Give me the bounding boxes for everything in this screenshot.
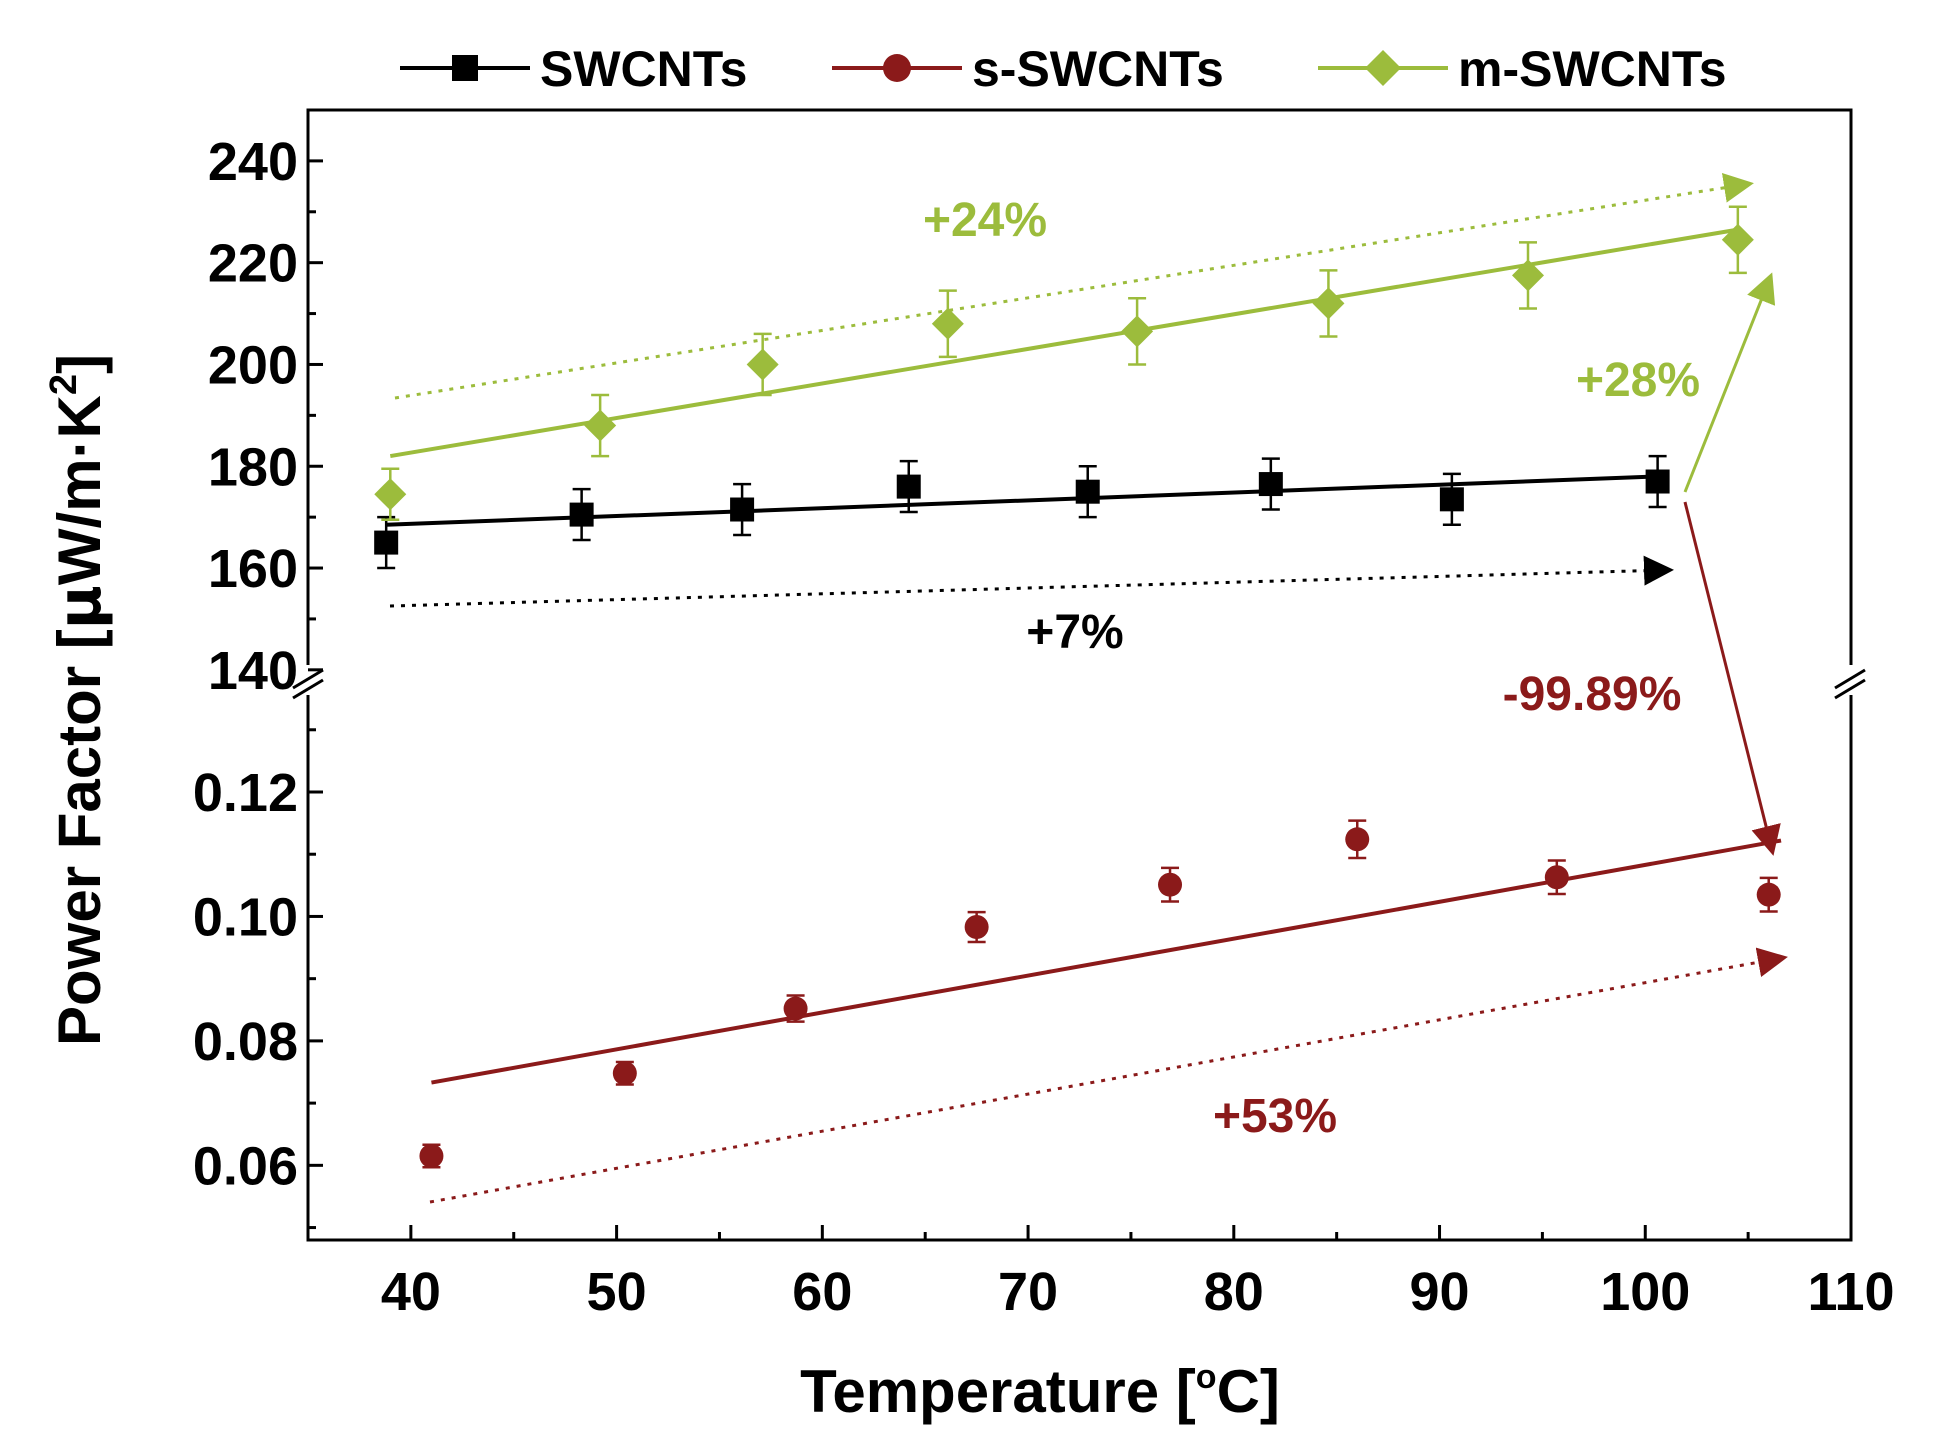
x-axis-ticks: 40 50 60 70 80 90 100 110 [306, 1225, 1895, 1322]
s-swcnts-point [1158, 872, 1183, 897]
y-axis-title-unit: W/m·K [46, 395, 113, 585]
y-axis-title-main: Power Factor [ [46, 629, 113, 1046]
y-axis-title-close: ] [46, 354, 113, 374]
y-lower-tick-label: 0.06 [193, 1136, 298, 1196]
x-axis-title-unit: C] [1217, 1358, 1280, 1425]
swcnts-fit-line [386, 474, 1658, 527]
y-axis-upper-ticks: 140 160 180 200 220 240 [208, 108, 323, 701]
y-axis-title: Power Factor [μW/m·K2] [43, 354, 115, 1046]
y-lower-tick-label: 0.08 [193, 1012, 298, 1072]
s-swcnts-point [964, 915, 989, 940]
x-axis-title: Temperature [oC] [800, 1358, 1280, 1425]
m-swcnts-point [746, 348, 779, 381]
y-axis-lower-ticks: 0.06 0.08 0.10 0.12 [193, 728, 323, 1230]
s-swcnts-point [1345, 827, 1370, 852]
x-tick-label: 110 [1807, 1262, 1894, 1322]
m-swcnts-point [1721, 223, 1754, 256]
y-upper-tick-label: 220 [208, 234, 298, 294]
data-points [374, 223, 1781, 1168]
m-swcnts-point [931, 307, 964, 340]
m-swcnts-point [374, 478, 407, 511]
axis-break [292, 665, 1866, 700]
x-tick-label: 70 [998, 1262, 1058, 1322]
s-swcnts-point [612, 1061, 637, 1086]
swcnts-point [730, 497, 755, 522]
y-lower-tick-label: 0.10 [193, 887, 298, 947]
s-swcnts-point [419, 1144, 444, 1168]
s-swcnts-trend-arrow [429, 947, 1788, 1204]
annotation-s-swcnts-plus-53: +53% [1213, 1090, 1337, 1143]
m-swcnts-point [1312, 287, 1345, 320]
m-swcnts-trend-arrow [394, 172, 1754, 400]
legend-swcnts-label: SWCNTs [540, 41, 747, 97]
s-swcnts-point [1756, 882, 1781, 907]
legend: SWCNTs s-SWCNTs m-SWCNTs [400, 41, 1727, 97]
annotation-s-swcnts-minus-99-89: -99.89% [1503, 668, 1682, 721]
swcnts-point [1258, 472, 1283, 497]
swcnts-point [1439, 487, 1464, 512]
swcnts-point [1645, 469, 1670, 494]
legend-swcnts-marker [452, 55, 478, 81]
y-lower-tick-label: 0.12 [193, 763, 298, 823]
annotations: +24% +28% +7% -99.89% +53% [923, 194, 1700, 1143]
x-tick-label: 60 [792, 1262, 852, 1322]
swcnts-trend-arrow [389, 555, 1674, 608]
legend-m-swcnts-marker [1365, 50, 1401, 86]
m-swcnts-fit-line [389, 227, 1739, 459]
swcnts-point [1075, 479, 1100, 504]
x-axis-title-main: Temperature [ [800, 1358, 1196, 1425]
annotation-m-swcnts-plus-28: +28% [1576, 354, 1700, 407]
y-upper-tick-label: 240 [208, 132, 298, 192]
trend-arrows [389, 172, 1788, 1204]
y-axis-title-superscript: 2 [43, 374, 85, 395]
y-upper-tick-label: 140 [208, 641, 298, 701]
x-tick-label: 90 [1409, 1262, 1469, 1322]
m-swcnts-point [1511, 259, 1544, 292]
s-swcnts-point [1544, 865, 1569, 890]
x-axis-title-degree: o [1196, 1358, 1217, 1396]
x-tick-label: 40 [381, 1262, 441, 1322]
swcnts-point [374, 530, 399, 555]
legend-s-swcnts-label: s-SWCNTs [972, 41, 1224, 97]
s-swcnts-fit-line [431, 838, 1782, 1085]
swcnts-to-m-swcnts-arrow [1683, 272, 1776, 493]
x-tick-label: 80 [1204, 1262, 1264, 1322]
annotation-m-swcnts-plus-24: +24% [923, 194, 1047, 247]
x-tick-label: 100 [1600, 1262, 1690, 1322]
legend-s-swcnts-marker [883, 54, 911, 82]
y-upper-tick-label: 180 [208, 437, 298, 497]
x-tick-label: 50 [587, 1262, 647, 1322]
legend-m-swcnts-label: m-SWCNTs [1458, 41, 1727, 97]
swcnts-to-s-swcnts-arrow [1683, 501, 1781, 856]
y-axis-title-mu: μ [45, 585, 115, 629]
m-swcnts-point [584, 409, 617, 442]
annotation-swcnts-plus-7: +7% [1026, 606, 1123, 659]
swcnts-point [896, 474, 921, 499]
y-upper-tick-label: 200 [208, 335, 298, 395]
swcnts-point [569, 502, 594, 527]
m-swcnts-point [1121, 315, 1154, 348]
s-swcnts-point [783, 996, 808, 1021]
y-upper-tick-label: 160 [208, 539, 298, 599]
